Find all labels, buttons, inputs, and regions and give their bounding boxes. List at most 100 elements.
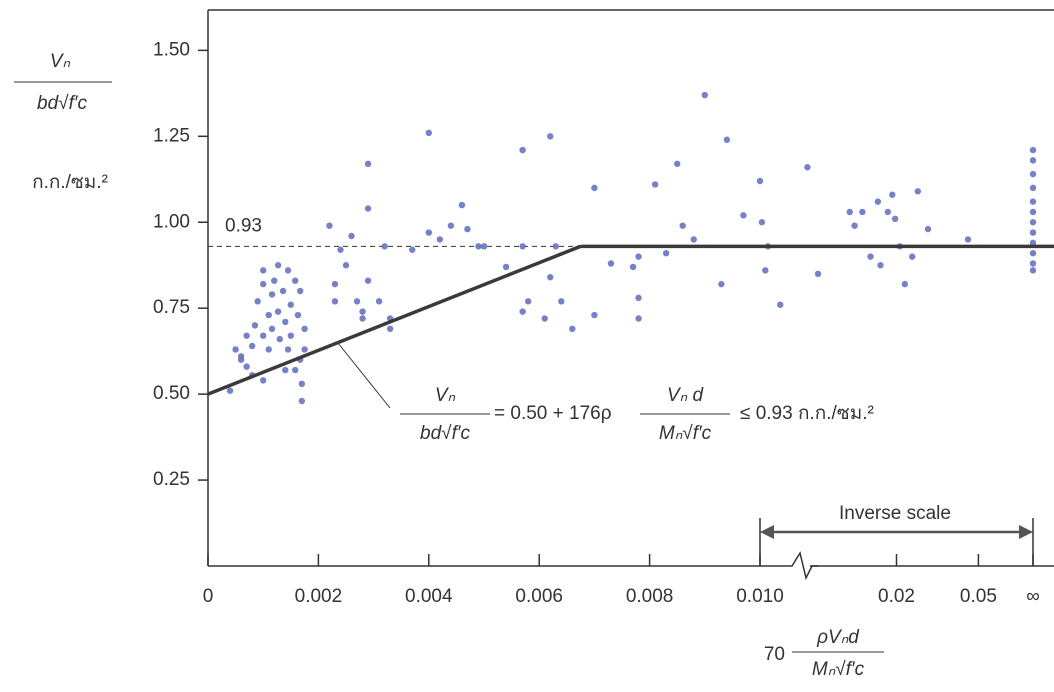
point — [1030, 219, 1036, 225]
point — [275, 262, 281, 268]
x-label-denominator: Mₙ√f′c — [812, 659, 865, 680]
point — [759, 219, 765, 225]
point — [464, 226, 470, 232]
point — [475, 243, 481, 249]
x-label-numerator: ρVₙd — [816, 627, 860, 648]
point — [227, 387, 233, 393]
point — [252, 322, 258, 328]
point — [269, 291, 275, 297]
point — [569, 326, 575, 332]
point — [359, 315, 365, 321]
x-tick-label: 0.02 — [878, 586, 915, 607]
point — [376, 298, 382, 304]
point — [359, 308, 365, 314]
point — [288, 302, 294, 308]
point — [387, 326, 393, 332]
point — [365, 205, 371, 211]
point — [635, 295, 641, 301]
point — [292, 367, 298, 373]
point — [277, 336, 283, 342]
point — [718, 281, 724, 287]
x-tick-label: 0.006 — [515, 586, 563, 607]
point — [343, 262, 349, 268]
eq-lhs-numerator: Vₙ — [435, 385, 456, 406]
point — [663, 250, 669, 256]
reference-label: 0.93 — [225, 215, 262, 236]
point — [885, 209, 891, 215]
point — [1030, 157, 1036, 163]
point — [260, 332, 266, 338]
point — [381, 243, 387, 249]
point — [847, 209, 853, 215]
point — [295, 312, 301, 318]
point — [851, 222, 857, 228]
point — [232, 346, 238, 352]
point — [608, 260, 614, 266]
x-tick-label: 0.008 — [626, 586, 674, 607]
point — [1030, 250, 1036, 256]
eq-rhs-numerator: Vₙ d — [667, 385, 705, 406]
point — [815, 271, 821, 277]
x-tick-label: 0.004 — [405, 586, 453, 607]
point — [1030, 267, 1036, 273]
point — [426, 130, 432, 136]
point — [674, 161, 680, 167]
point — [254, 298, 260, 304]
point — [724, 137, 730, 143]
point — [867, 253, 873, 259]
point — [740, 212, 746, 218]
point — [243, 332, 249, 338]
point — [525, 298, 531, 304]
chart: Vₙ bd√f′c ก.ก./ซม.² 70 ρVₙd Mₙ√f′c Vₙ bd… — [0, 0, 1054, 687]
y-tick-label: 1.50 — [153, 39, 190, 60]
point — [591, 312, 597, 318]
eq-rhs-denominator: Mₙ√f′c — [659, 423, 712, 444]
point — [889, 192, 895, 198]
eq-tail: ≤ 0.93 ก.ก./ซม.² — [740, 403, 874, 424]
point — [243, 363, 249, 369]
point — [299, 398, 305, 404]
point — [282, 319, 288, 325]
point — [877, 262, 883, 268]
point — [332, 281, 338, 287]
point — [519, 308, 525, 314]
x-label-factor: 70 — [764, 644, 785, 665]
point — [348, 233, 354, 239]
point — [285, 267, 291, 273]
point — [275, 308, 281, 314]
point — [762, 267, 768, 273]
point — [503, 264, 509, 270]
point — [902, 281, 908, 287]
leader-line — [338, 343, 390, 408]
point — [859, 209, 865, 215]
point — [925, 226, 931, 232]
point — [542, 315, 548, 321]
point — [332, 298, 338, 304]
point — [292, 277, 298, 283]
point — [271, 277, 277, 283]
point — [409, 247, 415, 253]
y-tick-label: 0.50 — [153, 383, 190, 404]
point — [702, 92, 708, 98]
point — [260, 267, 266, 273]
point — [777, 302, 783, 308]
point — [691, 236, 697, 242]
point — [326, 222, 332, 228]
point — [288, 332, 294, 338]
point — [481, 243, 487, 249]
point — [354, 298, 360, 304]
point — [1030, 185, 1036, 191]
point — [1030, 229, 1036, 235]
x-tick-label: 0.05 — [960, 586, 997, 607]
point — [909, 253, 915, 259]
point — [1030, 209, 1036, 215]
point — [547, 274, 553, 280]
point — [249, 343, 255, 349]
point — [875, 198, 881, 204]
y-tick-label: 0.75 — [153, 297, 190, 318]
point — [519, 243, 525, 249]
x-tick-label: ∞ — [1026, 586, 1040, 607]
point — [269, 326, 275, 332]
point — [558, 298, 564, 304]
point — [1030, 260, 1036, 266]
